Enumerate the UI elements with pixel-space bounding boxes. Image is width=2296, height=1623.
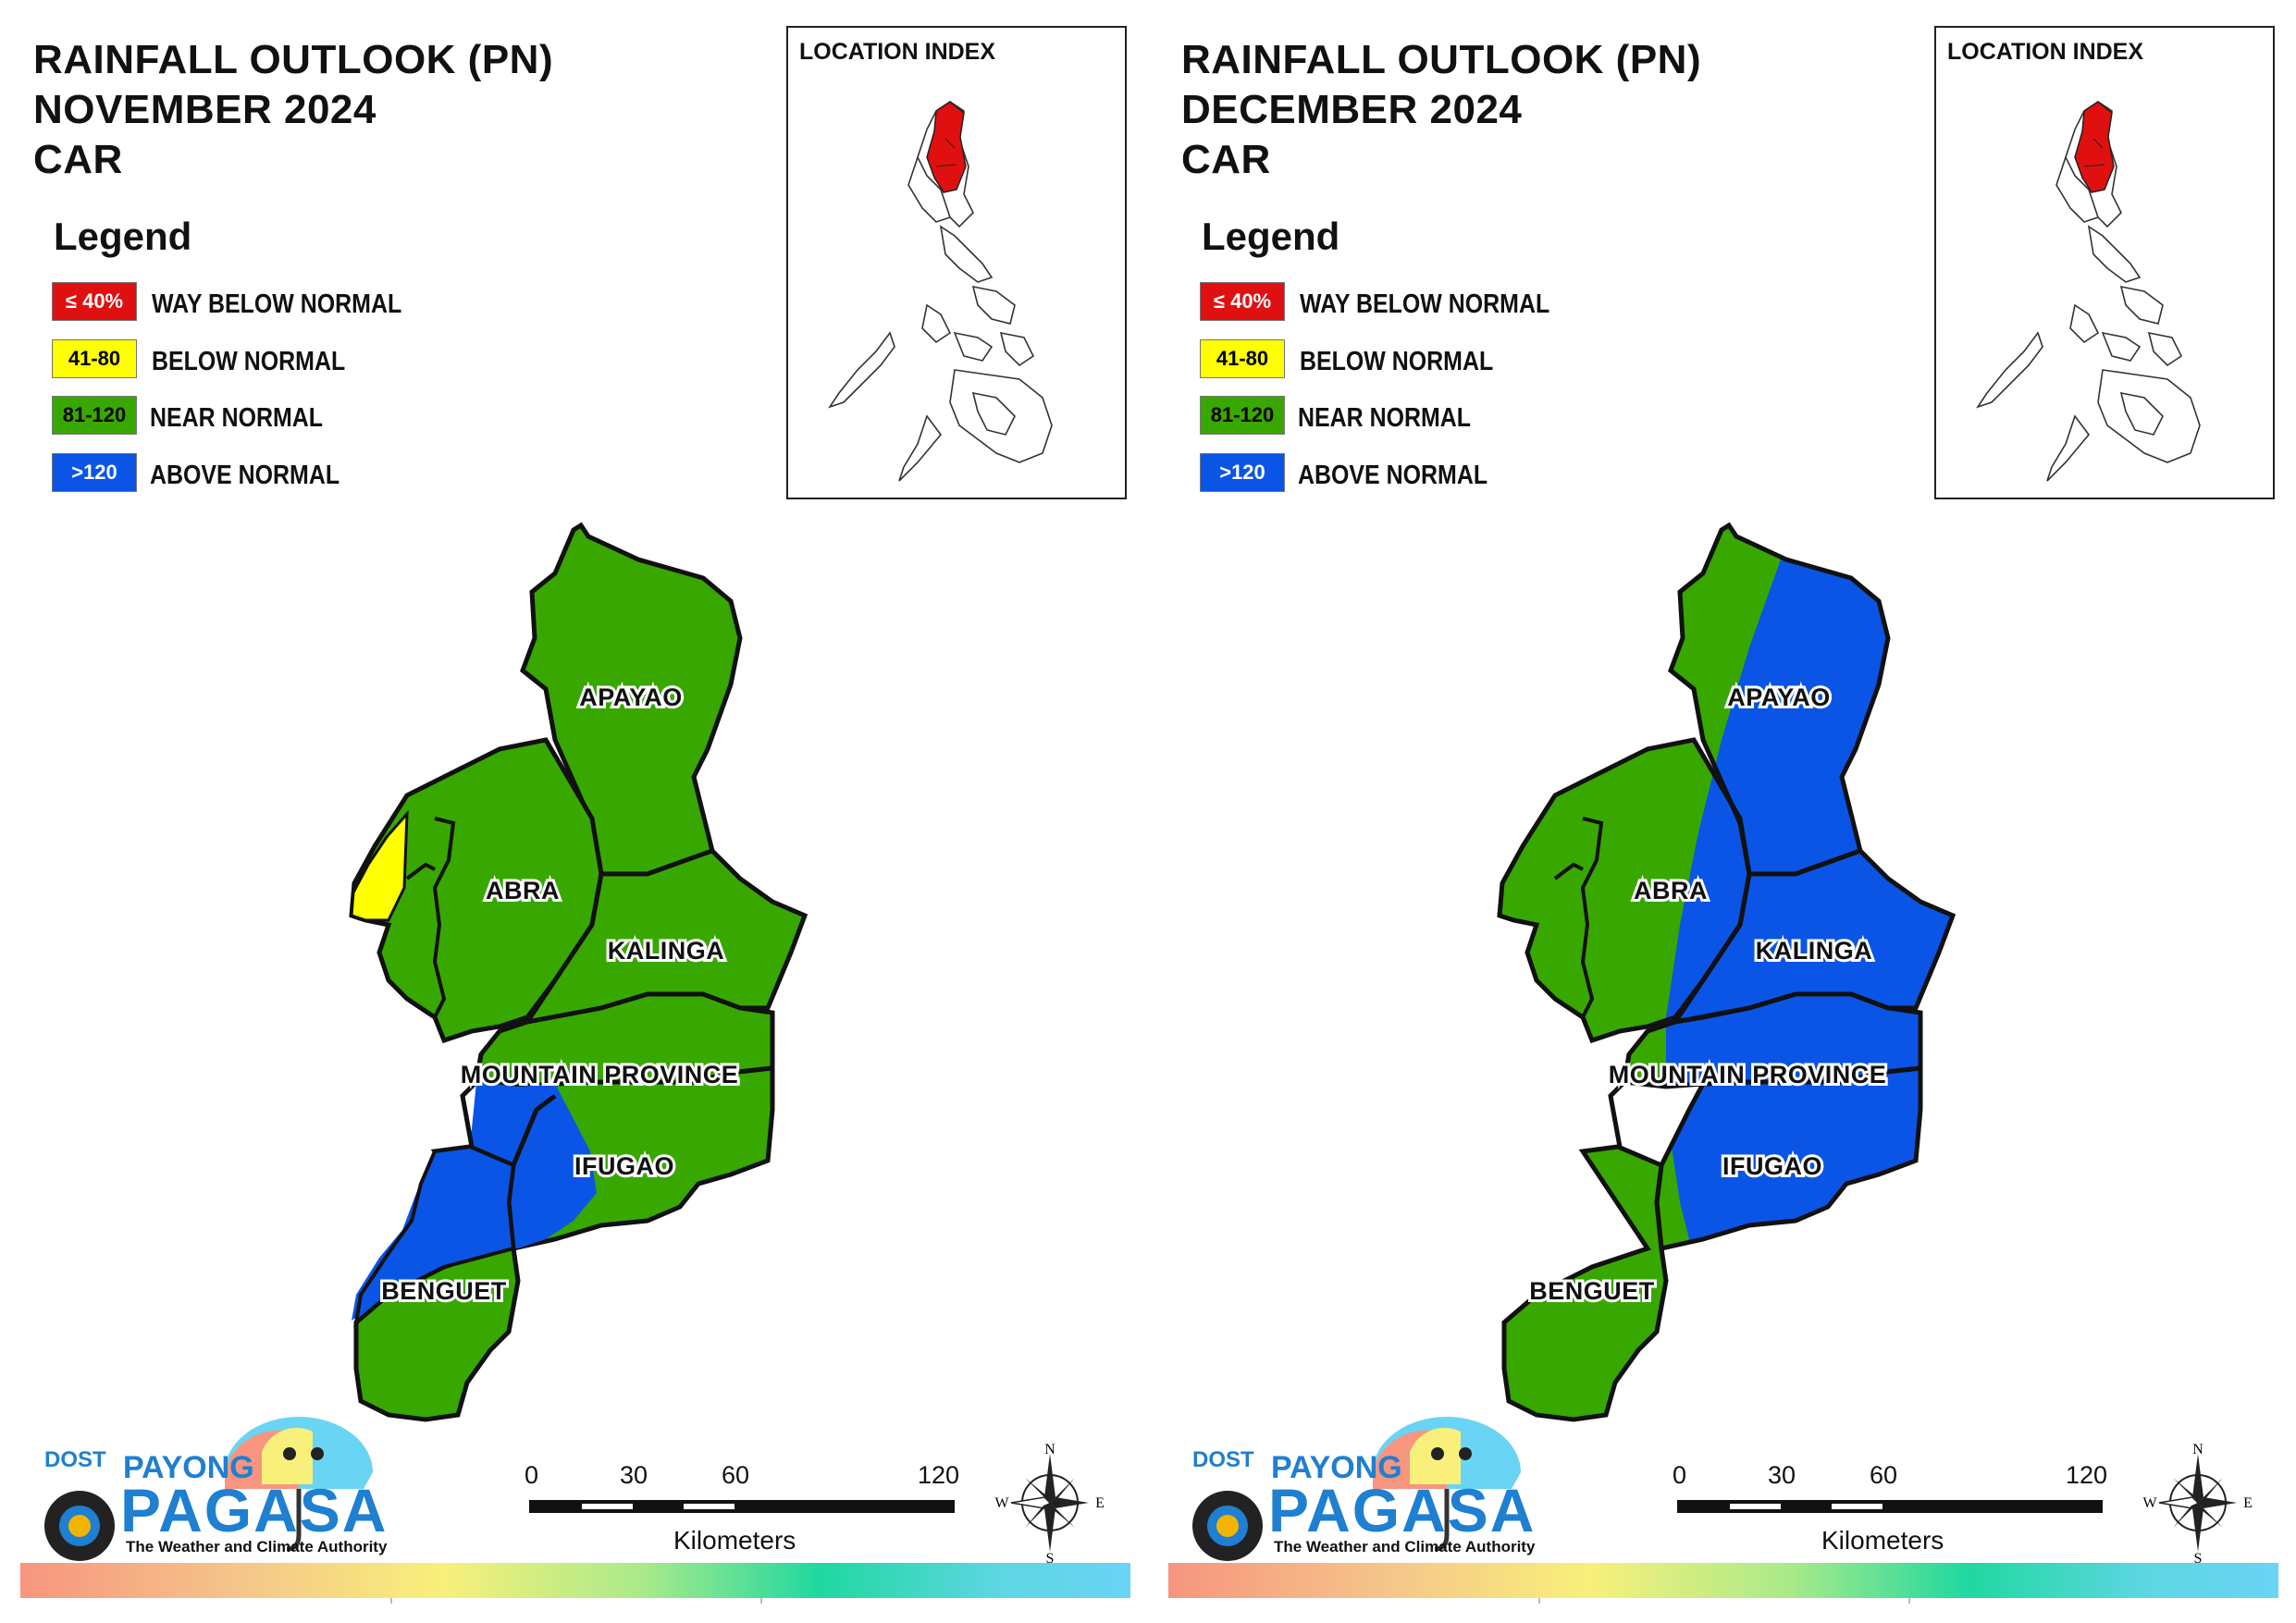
panel-december: RAINFALL OUTLOOK (PN) DECEMBER 2024 CAR … xyxy=(1148,0,2296,1623)
philippines-outline-icon xyxy=(1976,101,2201,482)
pagasa-logo: DOST PAYONG PAGASA The Weather and Clima… xyxy=(35,1387,387,1572)
title-line-3: CAR xyxy=(33,137,123,182)
scale-bar: 0 30 60 120 Kilometers xyxy=(1666,1461,2129,1555)
location-index-map: LOCATION INDEX xyxy=(1934,26,2275,499)
title-line-1: RAINFALL OUTLOOK (PN) xyxy=(1181,37,1702,82)
logo-pagasa: PAGASA xyxy=(120,1476,389,1544)
scale-unit: Kilometers xyxy=(673,1526,796,1555)
legend-label: WAY BELOW NORMAL xyxy=(152,289,402,319)
car-province-map: APAYAO ABRA KALINGA MOUNTAIN PROVINCE IF… xyxy=(349,522,809,1422)
logo-pagasa: PAGASA xyxy=(1268,1476,1537,1544)
label-ifugao: IFUGAO xyxy=(1722,1152,1822,1180)
logo-payong: PAYONG xyxy=(1271,1450,1402,1485)
legend-swatch: 81-120 xyxy=(52,396,137,435)
scale-tick-0: 0 xyxy=(1673,1461,1687,1489)
scale-tick-0: 0 xyxy=(525,1461,539,1489)
compass-w: W xyxy=(994,1495,1009,1511)
scale-tick-30: 30 xyxy=(620,1461,648,1489)
scale-tick-30: 30 xyxy=(1768,1461,1796,1489)
label-mountain-province: MOUNTAIN PROVINCE xyxy=(1609,1061,1887,1088)
footer-gradient-bar xyxy=(1168,1563,2278,1604)
legend-title: Legend xyxy=(54,215,192,258)
label-apayao: APAYAO xyxy=(1727,683,1831,711)
legend-label: BELOW NORMAL xyxy=(152,347,346,376)
logo-tagline: The Weather and Climate Authority xyxy=(1274,1538,1536,1555)
location-index-map: LOCATION INDEX xyxy=(786,26,1127,499)
label-kalinga: KALINGA xyxy=(1756,937,1873,965)
legend-label: ABOVE NORMAL xyxy=(1298,461,1488,490)
legend-label: BELOW NORMAL xyxy=(1300,347,1494,376)
legend-swatch: ≤ 40% xyxy=(52,282,137,321)
legend-label: NEAR NORMAL xyxy=(1298,403,1472,433)
scale-tick-60: 60 xyxy=(722,1461,750,1489)
scale-unit: Kilometers xyxy=(1821,1526,1944,1555)
legend-swatch: >120 xyxy=(1200,453,1285,492)
label-kalinga: KALINGA xyxy=(608,937,725,965)
label-benguet: BENGUET xyxy=(1529,1277,1655,1305)
legend-swatch: ≤ 40% xyxy=(1200,282,1285,321)
logo-payong: PAYONG xyxy=(123,1450,254,1485)
legend-label: ABOVE NORMAL xyxy=(150,461,340,490)
compass-w: W xyxy=(2142,1495,2157,1511)
legend-swatch: 81-120 xyxy=(1200,396,1285,435)
legend-label: WAY BELOW NORMAL xyxy=(1300,289,1550,319)
north-arrow-compass-icon: N S W E xyxy=(2142,1442,2253,1567)
compass-s: S xyxy=(2194,1551,2203,1563)
title-line-1: RAINFALL OUTLOOK (PN) xyxy=(33,37,554,82)
scale-tick-120: 120 xyxy=(2066,1461,2108,1489)
abra-below-normal-zone xyxy=(350,809,409,922)
scale-tick-120: 120 xyxy=(918,1461,960,1489)
car-province-map: APAYAO ABRA KALINGA MOUNTAIN PROVINCE IF… xyxy=(1497,522,1957,1422)
map-title: RAINFALL OUTLOOK (PN) DECEMBER 2024 CAR xyxy=(1181,35,1701,185)
compass-n: N xyxy=(2192,1443,2203,1457)
scale-tick-60: 60 xyxy=(1870,1461,1898,1489)
location-index-title: LOCATION INDEX xyxy=(1947,39,2144,65)
title-line-2: DECEMBER 2024 xyxy=(1181,87,1523,132)
label-benguet: BENGUET xyxy=(381,1277,507,1305)
footer-gradient-bar xyxy=(20,1563,1130,1604)
legend-title: Legend xyxy=(1202,215,1340,258)
logo-dost: DOST xyxy=(1192,1447,1254,1472)
compass-s: S xyxy=(1046,1551,1055,1563)
panel-november: RAINFALL OUTLOOK (PN) NOVEMBER 2024 CAR … xyxy=(20,26,1130,1604)
title-line-3: CAR xyxy=(1181,137,1271,182)
pagasa-logo: DOST PAYONG PAGASA The Weather and Clima… xyxy=(1183,1387,1535,1572)
legend-swatch: 41-80 xyxy=(52,339,137,378)
label-ifugao: IFUGAO xyxy=(574,1152,674,1180)
label-apayao: APAYAO xyxy=(579,683,683,711)
north-arrow-compass-icon: N S W E xyxy=(994,1442,1105,1567)
label-abra: ABRA xyxy=(1634,877,1708,904)
map-title: RAINFALL OUTLOOK (PN) NOVEMBER 2024 CAR xyxy=(33,35,553,185)
label-abra: ABRA xyxy=(486,877,560,904)
label-mountain-province: MOUNTAIN PROVINCE xyxy=(461,1061,739,1088)
province-borders xyxy=(1497,522,1957,1422)
logo-dost: DOST xyxy=(44,1447,106,1472)
scale-bar: 0 30 60 120 Kilometers xyxy=(518,1461,981,1555)
philippines-outline-icon xyxy=(828,101,1053,482)
title-line-2: NOVEMBER 2024 xyxy=(33,87,376,132)
legend-label: NEAR NORMAL xyxy=(150,403,324,433)
compass-n: N xyxy=(1044,1443,1055,1457)
location-index-title: LOCATION INDEX xyxy=(799,39,996,65)
compass-e: E xyxy=(1095,1495,1105,1511)
compass-e: E xyxy=(2243,1495,2253,1511)
logo-tagline: The Weather and Climate Authority xyxy=(126,1538,388,1555)
legend-swatch: 41-80 xyxy=(1200,339,1285,378)
legend-swatch: >120 xyxy=(52,453,137,492)
